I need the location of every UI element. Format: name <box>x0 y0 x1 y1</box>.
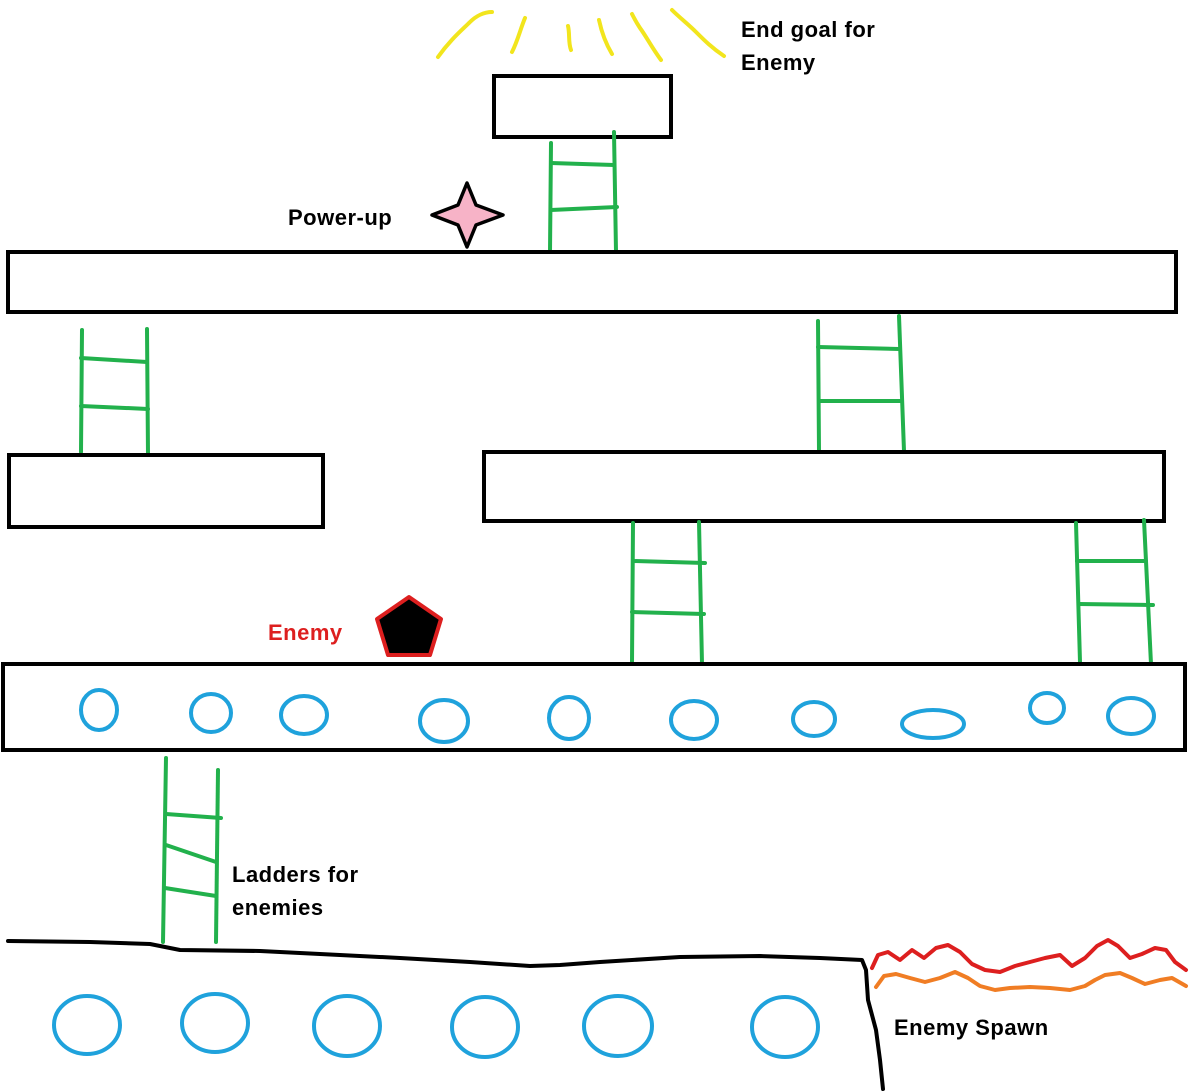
lower-water-platform <box>1 662 1187 752</box>
enemy-pentagon-icon <box>375 595 443 657</box>
middle-left-platform <box>7 453 325 529</box>
platform-water-bubbles <box>79 688 1156 744</box>
ladders-label-line2: enemies <box>232 895 324 920</box>
ladders-label-line1: Ladders for <box>232 862 359 887</box>
goal-platform <box>492 74 673 139</box>
goal-rays-icon <box>436 8 726 62</box>
ladder-top-to-goal <box>548 130 619 254</box>
top-platform <box>6 250 1178 314</box>
end-goal-label: End goal for Enemy <box>741 13 875 79</box>
middle-right-platform <box>482 450 1166 523</box>
ladders-label: Ladders for enemies <box>232 858 359 924</box>
power-up-star-icon <box>430 181 505 249</box>
end-goal-label-line1: End goal for <box>741 17 876 42</box>
ladder-lower-to-middle-a <box>630 520 707 666</box>
ground-line <box>6 939 885 1091</box>
ladder-right-to-top <box>816 314 906 453</box>
enemy-spawn-fire-icon <box>870 938 1188 992</box>
enemy-label: Enemy <box>268 620 343 645</box>
ladder-lower-to-middle-b <box>1074 518 1155 666</box>
ladder-ground-to-lower <box>161 756 223 944</box>
ground-water-bubbles <box>52 992 820 1059</box>
power-up-label: Power-up <box>288 205 393 230</box>
ladder-left-to-top <box>79 327 150 457</box>
end-goal-label-line2: Enemy <box>741 50 816 75</box>
enemy-spawn-label: Enemy Spawn <box>894 1015 1049 1040</box>
